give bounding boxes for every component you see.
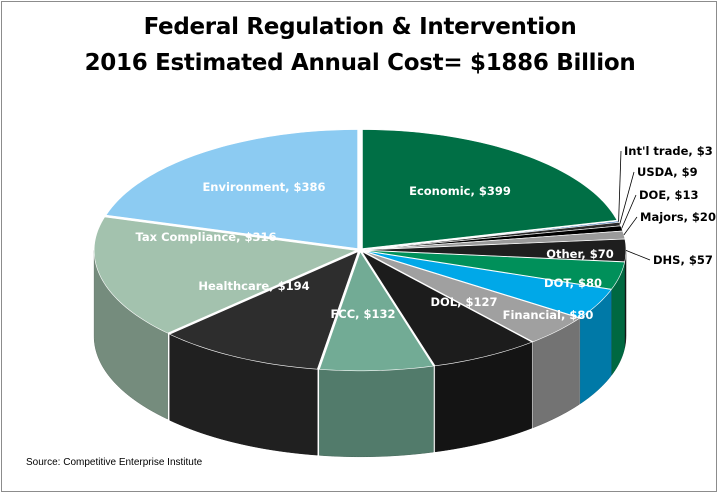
chart-title: Federal Regulation & Intervention — [143, 14, 577, 40]
data-label-environment: Environment, $386 — [202, 180, 325, 194]
data-label-healthcare: Healthcare, $194 — [198, 279, 309, 293]
data-label-financial: Financial, $80 — [503, 308, 594, 322]
pie-side-dhs — [624, 250, 627, 348]
data-label-usda: USDA, $9 — [637, 165, 698, 179]
leader-line-usda — [619, 171, 635, 225]
pie-slice-other — [363, 250, 626, 290]
data-label-economic: Economic, $399 — [409, 184, 511, 198]
data-label-other: Other, $70 — [546, 247, 614, 261]
data-label-tax-compliance: Tax Compliance, $316 — [136, 230, 277, 244]
data-label-doe: DOE, $13 — [639, 188, 699, 202]
pie-slice-dol — [361, 250, 533, 367]
leader-line-int-l-trade — [618, 150, 622, 222]
pie-slice-economic — [362, 129, 618, 249]
pie-slice-fcc — [318, 251, 434, 372]
pie-slice-financial — [362, 250, 581, 343]
source-note: Source: Competitive Enterprise Institute — [26, 457, 203, 468]
data-label-fcc: FCC, $132 — [330, 307, 395, 321]
data-label-dot: DOT, $80 — [544, 276, 602, 290]
leader-line-dhs — [625, 250, 651, 261]
data-label-dol: DOL, $127 — [430, 295, 497, 309]
leader-line-majors — [623, 216, 638, 236]
chart-subtitle: 2016 Estimated Annual Cost= $1886 Billio… — [84, 50, 636, 76]
pie-slice-tax-compliance — [93, 216, 358, 334]
pie-slice-environment — [105, 129, 358, 249]
leader-line-doe — [621, 194, 637, 229]
pie-side-fcc — [319, 365, 434, 458]
pie-slice-healthcare — [168, 251, 359, 370]
pie-slice-dot — [363, 250, 612, 319]
data-label-dhs: DHS, $57 — [653, 253, 713, 267]
data-label-majors: Majors, $20 — [640, 210, 716, 224]
data-label-int-l-trade: Int'l trade, $3 — [624, 144, 713, 158]
